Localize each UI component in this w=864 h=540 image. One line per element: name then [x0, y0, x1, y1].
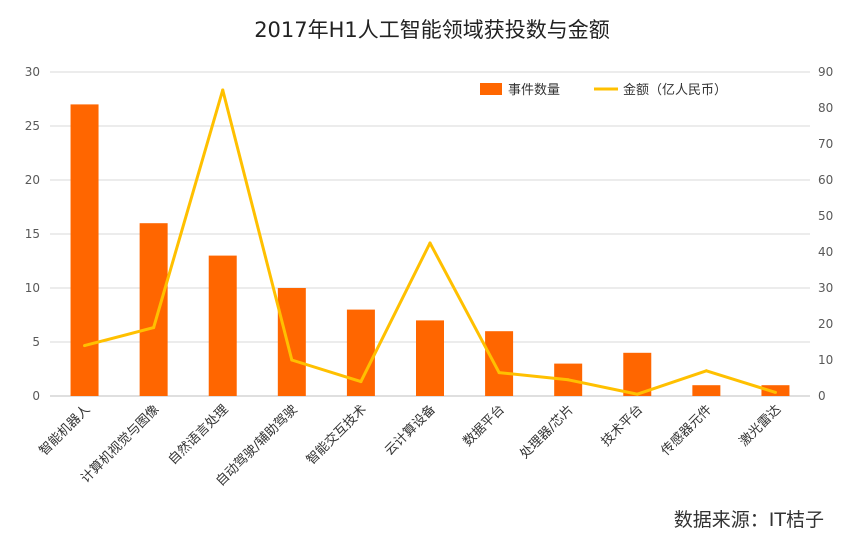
source-note: 数据来源：IT桔子 [673, 509, 824, 531]
bar-series [70, 104, 790, 397]
x-axis-categories: 智能机器人计算机视觉与图像 自然语言处理自动驾驶/辅助驾驶 智能交互技术 云计算设备数… [37, 402, 784, 490]
y-right-tick-label: 20 [818, 317, 833, 331]
legend-swatch-bar [480, 83, 502, 95]
y-left-tick-label: 5 [32, 335, 40, 349]
y-right-tick-label: 10 [818, 353, 833, 367]
x-category-label: 技术平台 [599, 402, 646, 449]
bar [416, 320, 444, 396]
chart-title: 2017年H1人工智能领域获投数与金额 [254, 18, 610, 42]
y-left-tick-label: 20 [25, 173, 40, 187]
y-right-tick-label: 70 [818, 137, 833, 151]
y-axis-left: 0 5 10 15 20 25 30 [25, 65, 40, 403]
line-point [290, 358, 294, 362]
y-right-tick-label: 80 [818, 101, 833, 115]
line-point [221, 88, 225, 92]
y-right-tick-label: 40 [818, 245, 833, 259]
line-series [83, 88, 777, 396]
y-left-tick-label: 25 [25, 119, 40, 133]
x-category-label: 智能机器人 [37, 402, 94, 459]
y-axis-right: 0 10 20 30 40 50 60 70 80 90 [818, 65, 833, 403]
bar [692, 385, 721, 396]
line-point [83, 344, 87, 348]
bar [70, 104, 99, 397]
legend-label-bar: 事件数量 [508, 83, 560, 98]
y-right-tick-label: 90 [818, 65, 833, 79]
y-right-tick-label: 0 [818, 389, 826, 403]
bar [761, 385, 790, 396]
x-category-label: 传感器元件 [658, 402, 715, 459]
bar [208, 255, 237, 396]
y-right-tick-label: 50 [818, 209, 833, 223]
line-point [359, 380, 363, 384]
bar [485, 331, 514, 396]
y-left-tick-label: 0 [32, 389, 40, 403]
bar [139, 223, 168, 396]
x-category-label: 激光雷达 [737, 402, 784, 449]
x-category-label: 数据平台 [461, 402, 508, 449]
line-point [428, 241, 432, 245]
y-right-tick-label: 60 [818, 173, 833, 187]
line-point [566, 378, 570, 382]
x-category-label: 自然语言处理 [165, 402, 231, 468]
line-point [635, 392, 639, 396]
line-point [704, 369, 708, 373]
y-left-tick-label: 30 [25, 65, 40, 79]
y-right-tick-label: 30 [818, 281, 833, 295]
line-point [497, 371, 501, 375]
x-category-label: 云计算设备 [382, 402, 439, 459]
bar [277, 288, 306, 396]
legend-label-line: 金额（亿人民币） [623, 82, 727, 98]
y-left-tick-label: 10 [25, 281, 40, 295]
line-point [773, 390, 777, 394]
line-point [152, 326, 156, 330]
x-category-label: 处理器/芯片 [517, 402, 577, 462]
bar [623, 352, 652, 396]
legend: 事件数量 金额（亿人民币） [480, 82, 727, 98]
y-left-tick-label: 15 [25, 227, 40, 241]
x-category-label: 智能交互技术 [303, 402, 369, 468]
